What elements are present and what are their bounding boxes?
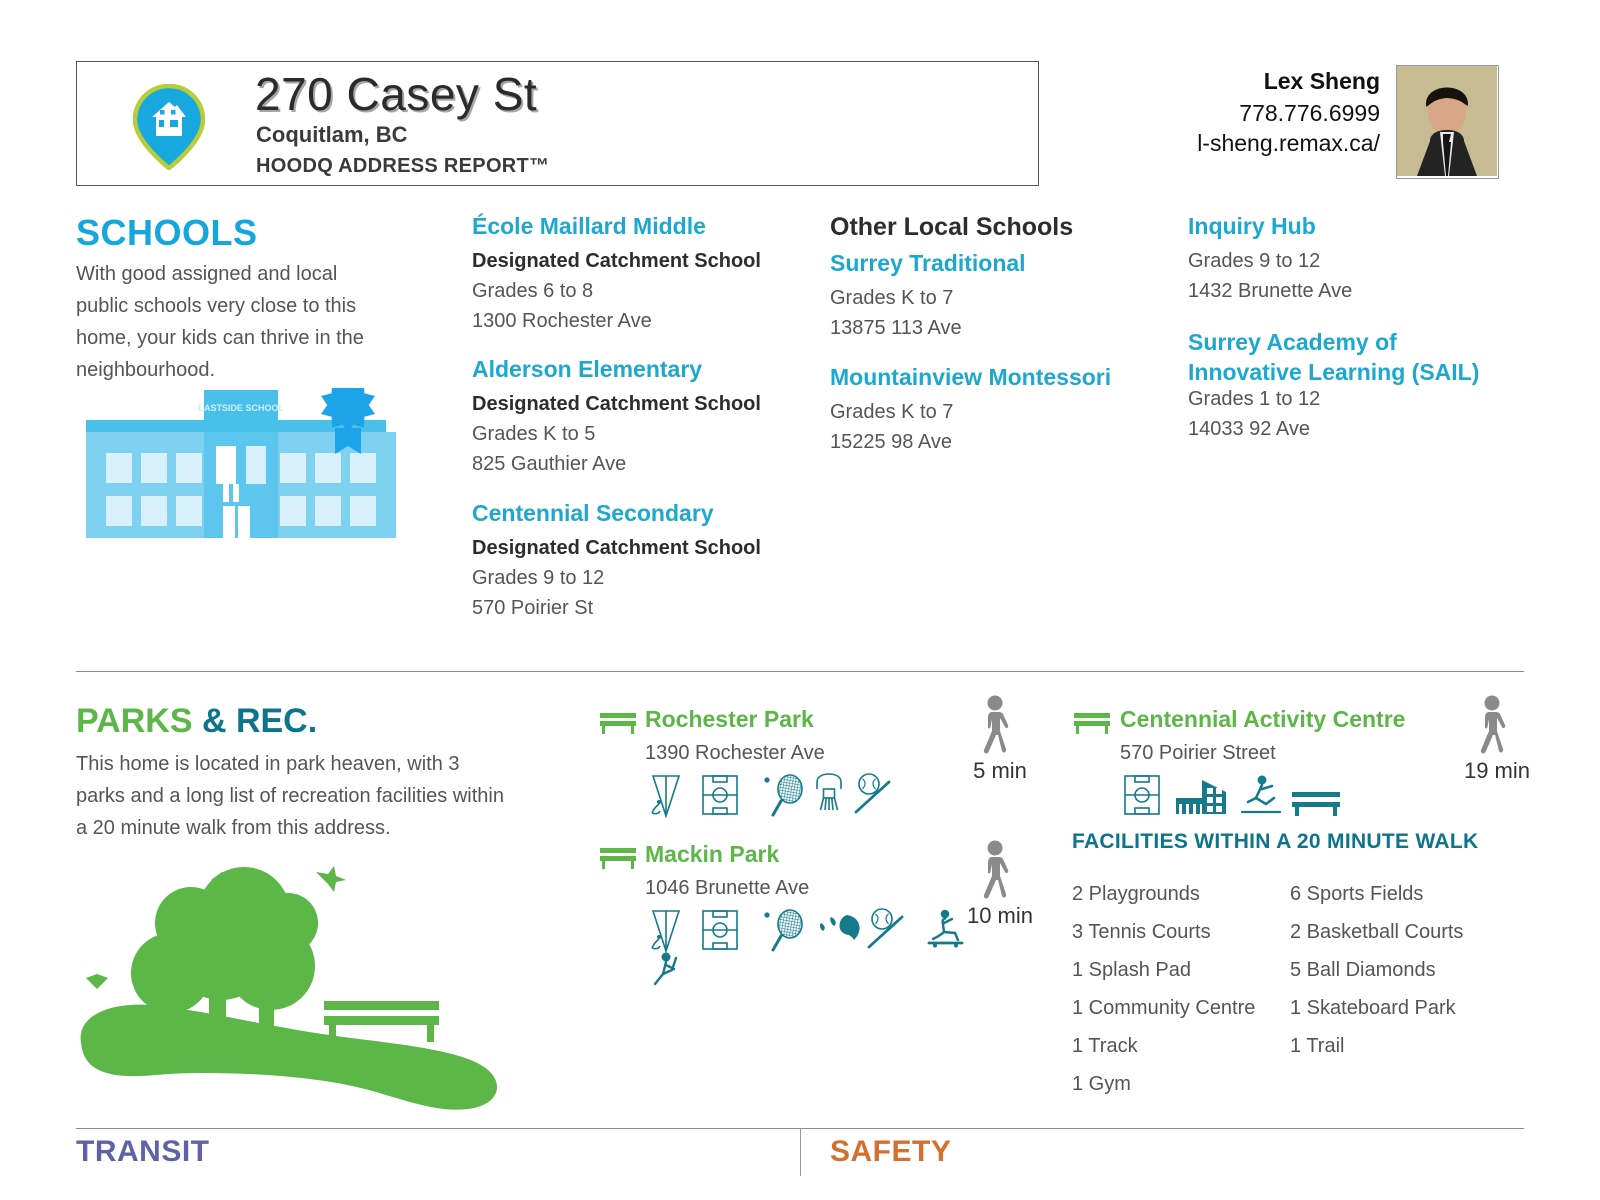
svg-text:EASTSIDE SCHOOL: EASTSIDE SCHOOL [198,403,285,413]
